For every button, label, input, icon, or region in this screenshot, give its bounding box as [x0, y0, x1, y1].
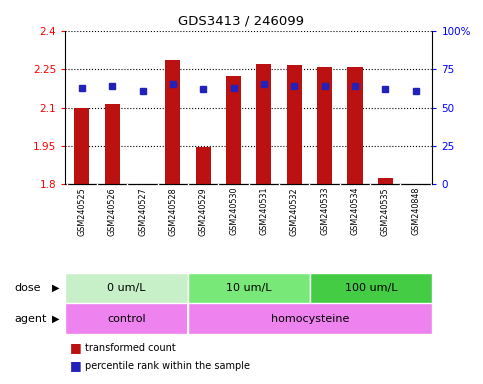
Text: GSM240529: GSM240529: [199, 187, 208, 236]
Text: dose: dose: [14, 283, 41, 293]
Text: GSM240533: GSM240533: [320, 187, 329, 235]
Text: control: control: [107, 314, 146, 324]
Text: agent: agent: [14, 314, 47, 324]
Bar: [187, 303, 432, 334]
Text: GSM240527: GSM240527: [138, 187, 147, 236]
Text: ■: ■: [70, 341, 82, 354]
Bar: [317, 67, 332, 184]
Bar: [74, 108, 89, 184]
Bar: [310, 273, 432, 303]
Bar: [165, 60, 181, 184]
Text: GSM240535: GSM240535: [381, 187, 390, 236]
Bar: [378, 179, 393, 184]
Text: GSM240534: GSM240534: [351, 187, 359, 235]
Text: 100 um/L: 100 um/L: [345, 283, 398, 293]
Bar: [256, 64, 271, 184]
Bar: [287, 65, 302, 184]
Bar: [196, 147, 211, 184]
Text: GSM240848: GSM240848: [411, 187, 420, 235]
Bar: [226, 76, 241, 184]
Text: ■: ■: [70, 359, 82, 372]
Text: GSM240532: GSM240532: [290, 187, 299, 236]
Text: transformed count: transformed count: [85, 343, 176, 353]
Text: ▶: ▶: [52, 314, 59, 324]
Bar: [347, 67, 363, 184]
Text: GSM240525: GSM240525: [77, 187, 86, 236]
Text: 0 um/L: 0 um/L: [107, 283, 146, 293]
Bar: [65, 303, 187, 334]
Text: GSM240526: GSM240526: [108, 187, 117, 236]
Text: 10 um/L: 10 um/L: [226, 283, 271, 293]
Bar: [187, 273, 310, 303]
Text: GSM240530: GSM240530: [229, 187, 238, 235]
Text: ▶: ▶: [52, 283, 59, 293]
Text: homocysteine: homocysteine: [271, 314, 349, 324]
Text: GDS3413 / 246099: GDS3413 / 246099: [179, 15, 304, 28]
Text: GSM240528: GSM240528: [169, 187, 177, 236]
Bar: [65, 273, 187, 303]
Text: percentile rank within the sample: percentile rank within the sample: [85, 361, 251, 371]
Bar: [105, 104, 120, 184]
Text: GSM240531: GSM240531: [259, 187, 269, 235]
